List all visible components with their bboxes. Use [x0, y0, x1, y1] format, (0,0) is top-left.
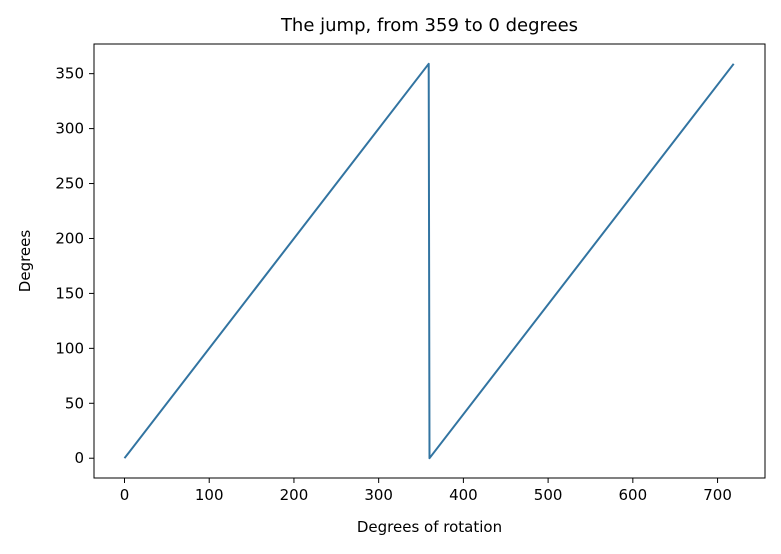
chart-title: The jump, from 359 to 0 degrees	[280, 15, 578, 36]
plot-frame	[93, 43, 766, 479]
y-tick-label: 250	[55, 175, 84, 193]
y-axis-label: Degrees	[16, 230, 34, 293]
y-axis-ticks: 0 50 100 150 200 250 300 350	[55, 65, 94, 467]
x-tick-label: 700	[703, 486, 732, 504]
series-layer	[123, 62, 735, 460]
x-tick-label: 0	[120, 486, 130, 504]
x-tick-label: 300	[364, 486, 393, 504]
x-tick-label: 400	[449, 486, 478, 504]
y-tick-label: 100	[55, 339, 84, 357]
series-line	[123, 62, 735, 460]
y-tick-label: 50	[65, 394, 84, 412]
y-tick-label: 200	[55, 229, 84, 247]
x-tick-label: 600	[619, 486, 648, 504]
x-tick-label: 500	[534, 486, 563, 504]
x-axis-label: Degrees of rotation	[357, 518, 502, 536]
y-tick-label: 300	[55, 120, 84, 138]
y-tick-label: 0	[74, 449, 84, 467]
x-tick-label: 200	[280, 486, 309, 504]
y-tick-label: 150	[55, 284, 84, 302]
x-axis-ticks: 0 100 200 300 400 500 600 700	[120, 478, 732, 504]
x-tick-label: 100	[195, 486, 224, 504]
y-tick-label: 350	[55, 65, 84, 83]
